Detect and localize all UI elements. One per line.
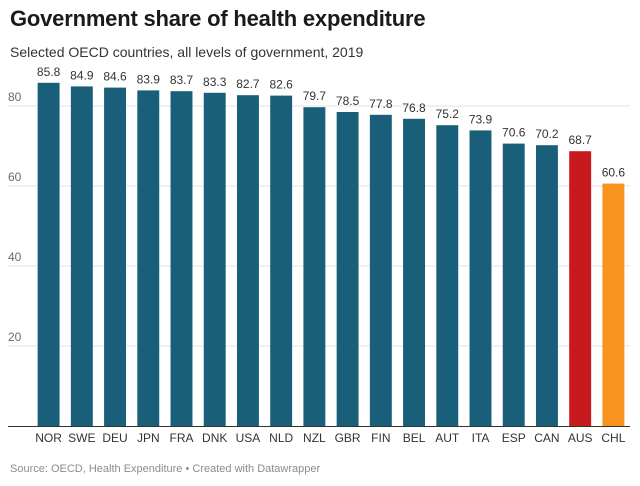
bar-dnk [203,92,226,427]
value-label-jpn: 83.9 [137,72,161,86]
category-label-usa: USA [236,431,261,445]
category-label-bel: BEL [403,431,426,445]
source-note: Source: OECD, Health Expenditure • Creat… [10,463,321,475]
value-label-fin: 77.8 [369,97,393,111]
value-label-nld: 82.6 [269,78,293,92]
value-label-usa: 82.7 [236,77,260,91]
category-label-fin: FIN [371,431,390,445]
bar-deu [104,87,127,426]
bar-can [535,145,558,426]
y-tick-label: 60 [8,170,22,184]
value-label-dnk: 83.3 [203,75,227,89]
bar-fin [369,114,392,427]
category-label-ita: ITA [472,431,490,445]
value-label-nor: 85.8 [37,65,61,79]
bar-chl [602,183,625,426]
category-label-aut: AUT [435,431,460,445]
bar-nzl [303,107,326,426]
bar-aus [569,151,592,426]
category-label-deu: DEU [102,431,127,445]
value-label-esp: 70.6 [502,126,526,140]
bars [37,82,625,427]
value-label-deu: 84.6 [103,70,127,84]
value-label-gbr: 78.5 [336,94,360,108]
bar-aut [436,125,459,426]
value-label-ita: 73.9 [469,112,493,126]
chart-subtitle: Selected OECD countries, all levels of g… [10,44,364,60]
chart-title: Government share of health expenditure [10,6,426,31]
value-label-nzl: 79.7 [303,89,327,103]
bar-nld [270,95,293,426]
category-label-jpn: JPN [137,431,160,445]
category-label-nzl: NZL [303,431,326,445]
value-label-fra: 83.7 [170,73,194,87]
category-label-nld: NLD [269,431,293,445]
value-label-chl: 60.6 [602,166,626,180]
bar-jpn [137,90,160,427]
category-label-esp: ESP [502,431,526,445]
category-label-aus: AUS [568,431,593,445]
bar-nor [37,82,60,427]
bar-ita [469,130,492,426]
category-label-nor: NOR [35,431,62,445]
bar-fra [170,91,193,426]
category-label-can: CAN [534,431,559,445]
value-label-aut: 75.2 [436,107,460,121]
y-tick-label: 40 [8,250,22,264]
labels: 20 40 60 80 85.8 NOR 84.9 SWE 84.6 DEU 83.9 JPN 83.7… [8,65,626,445]
bar-bel [403,118,426,427]
value-label-bel: 76.8 [402,101,426,115]
y-tick-label: 20 [8,330,22,344]
bar-gbr [336,112,359,426]
value-label-swe: 84.9 [70,68,94,82]
bar-swe [70,86,93,427]
value-label-aus: 68.7 [568,133,592,147]
y-tick-label: 80 [8,90,22,104]
category-label-fra: FRA [170,431,194,445]
category-label-chl: CHL [601,431,625,445]
value-label-can: 70.2 [535,127,559,141]
category-label-dnk: DNK [202,431,227,445]
bar-esp [502,143,525,426]
category-label-gbr: GBR [335,431,361,445]
bar-usa [236,95,259,426]
category-label-swe: SWE [68,431,95,445]
